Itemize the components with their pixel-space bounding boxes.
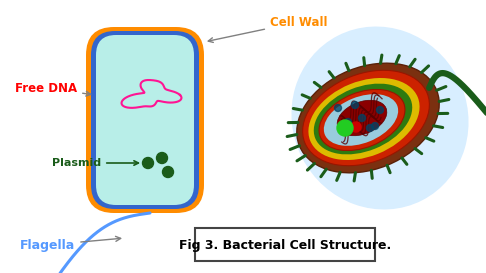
Ellipse shape xyxy=(303,70,429,166)
Circle shape xyxy=(371,123,379,129)
Circle shape xyxy=(142,158,154,168)
FancyBboxPatch shape xyxy=(96,35,194,205)
Circle shape xyxy=(162,167,174,177)
Circle shape xyxy=(334,105,342,111)
Circle shape xyxy=(366,124,374,132)
Circle shape xyxy=(342,129,348,135)
Ellipse shape xyxy=(309,78,419,160)
Circle shape xyxy=(359,114,365,121)
Text: Fig 3. Bacterial Cell Structure.: Fig 3. Bacterial Cell Structure. xyxy=(179,239,391,251)
Ellipse shape xyxy=(292,26,469,209)
Ellipse shape xyxy=(324,94,398,146)
Circle shape xyxy=(337,120,353,136)
Ellipse shape xyxy=(337,100,387,136)
Circle shape xyxy=(377,106,383,114)
Text: Cell Wall: Cell Wall xyxy=(208,16,328,42)
Circle shape xyxy=(345,118,351,126)
Text: Plasmid: Plasmid xyxy=(52,158,139,168)
FancyBboxPatch shape xyxy=(91,31,199,209)
Text: Free DNA: Free DNA xyxy=(15,82,91,96)
FancyBboxPatch shape xyxy=(195,228,375,261)
Circle shape xyxy=(351,102,359,108)
FancyBboxPatch shape xyxy=(86,27,204,213)
Ellipse shape xyxy=(297,63,439,173)
Ellipse shape xyxy=(319,90,405,151)
Circle shape xyxy=(351,122,361,132)
Text: Flagella: Flagella xyxy=(20,236,121,251)
Ellipse shape xyxy=(314,84,412,155)
Circle shape xyxy=(156,153,168,164)
